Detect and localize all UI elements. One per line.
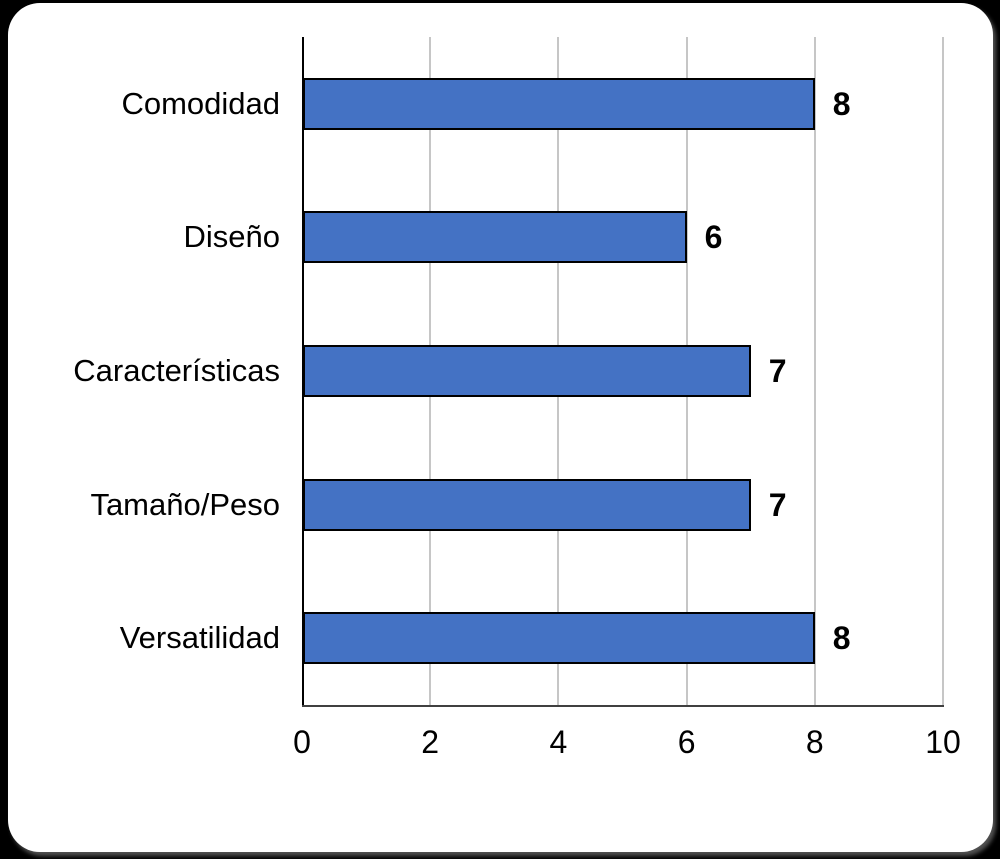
bar-value-label: 7 [768,353,787,389]
bar-value-label: 8 [832,620,851,657]
bar-value-label: 7 [768,486,787,523]
gridline [942,37,944,705]
x-tick-label: 0 [293,724,311,760]
x-tick-label: 8 [805,724,824,760]
bar [303,345,751,397]
x-axis-line [302,705,944,707]
category-label: Características [73,353,280,388]
x-tick-label: 2 [421,724,440,760]
category-label: Diseño [183,219,281,255]
bar-value-label: 6 [704,219,723,256]
x-tick-label: 6 [677,724,696,760]
category-label: Versatilidad [119,620,280,656]
bar [303,211,687,264]
x-tick-label: 10 [925,724,961,760]
bar [303,478,751,531]
bar [303,77,815,130]
bar-value-label: 8 [832,85,851,122]
gridline [813,37,816,705]
category-label: Tamaño/Peso [90,486,280,522]
x-tick-label: 4 [549,724,568,760]
chart-card [8,3,993,852]
category-label: Comodidad [121,85,280,121]
bar [303,612,815,665]
